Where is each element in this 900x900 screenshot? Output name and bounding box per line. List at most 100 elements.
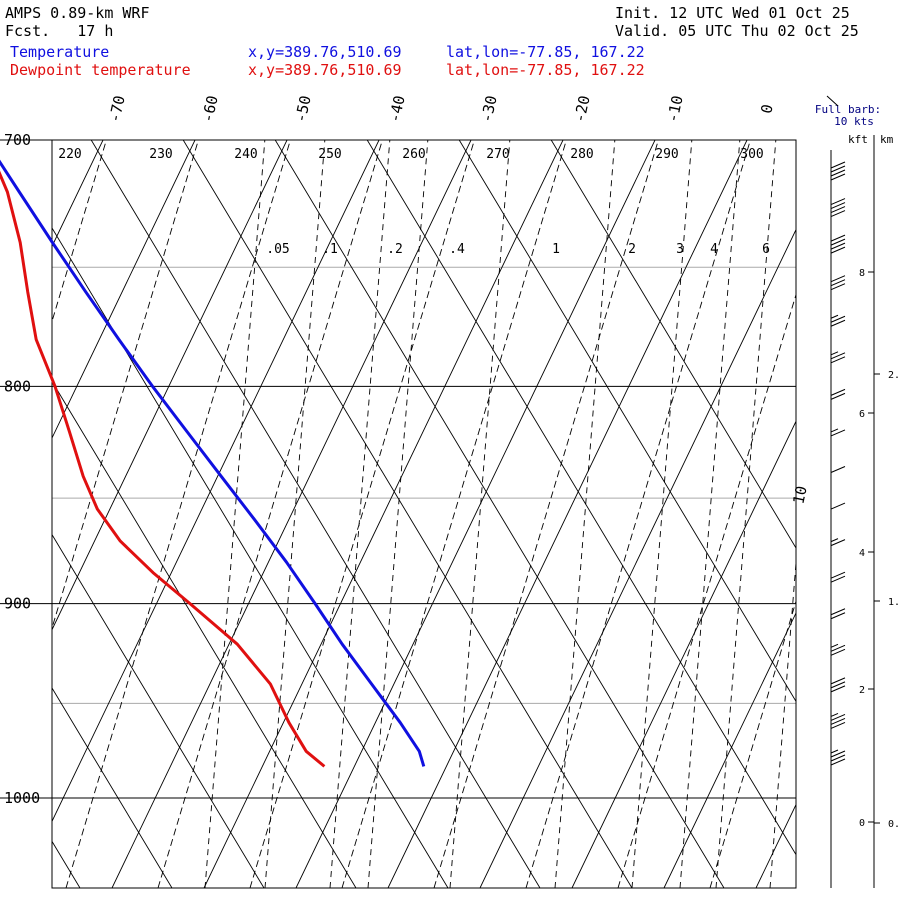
isotherm-line <box>52 227 449 888</box>
dry-adiabat-line <box>479 228 796 888</box>
dry-adiabat-line <box>52 140 288 631</box>
km-tick-label: 0. <box>888 819 900 830</box>
mixing-ratio-line <box>631 140 693 888</box>
moist-adiabat-line <box>433 140 659 888</box>
mixing-ratio-label: 3 <box>676 242 684 257</box>
pressure-label: 900 <box>4 595 31 613</box>
mixing-ratio-label: 4 <box>710 242 718 257</box>
isotherm-line <box>274 140 725 888</box>
legend-temperature: Temperature <box>10 43 110 61</box>
moist-adiabat-line <box>525 140 751 888</box>
wind-barb-flag <box>830 713 846 721</box>
wind-barb <box>830 371 846 400</box>
theta-label: 290 <box>655 147 678 162</box>
isotherm-label: -40 <box>385 94 408 124</box>
wind-barb-flag <box>830 608 846 616</box>
wind-barb <box>830 663 846 693</box>
isotherm-label: -60 <box>198 94 221 124</box>
wind-barb-flag <box>830 466 846 473</box>
mixing-ratio-line <box>264 140 326 888</box>
mixing-ratio-line <box>329 140 391 888</box>
wind-barb-flag <box>830 315 846 323</box>
isotherm-label: -70 <box>105 94 128 124</box>
wind-panel-title: 10 kts <box>834 115 874 128</box>
wind-barb <box>830 700 846 729</box>
dry-adiabat-line <box>755 803 796 888</box>
forecast-hour: Fcst. 17 h <box>5 22 114 40</box>
wind-barb-flag <box>830 392 846 400</box>
wind-barb-flag <box>830 750 846 758</box>
temp-latlon: lat,lon=-77.85, 167.22 <box>446 43 645 61</box>
wind-barb-half-flag <box>830 351 839 356</box>
dry-adiabat-line <box>52 140 380 823</box>
wind-barb-flag <box>830 502 846 510</box>
isotherm-label: 10 <box>789 484 810 505</box>
theta-label: 300 <box>740 147 763 162</box>
wind-barb-half-flag <box>830 538 839 543</box>
wind-barb-flag <box>830 238 846 246</box>
theta-label: 280 <box>570 147 593 162</box>
isotherm-label: -30 <box>477 94 500 124</box>
theta-label: 270 <box>486 147 509 162</box>
wind-barb-flag <box>830 721 846 729</box>
wind-barb <box>830 590 846 620</box>
moist-adiabat-line <box>52 140 199 630</box>
temperature-profile <box>0 159 426 767</box>
isotherm-label: -20 <box>570 94 593 124</box>
wind-barb <box>830 225 846 254</box>
dewpoint-profile <box>0 170 326 768</box>
mixing-ratio-line <box>449 140 511 888</box>
dry-adiabat-line <box>387 140 748 888</box>
wind-barb-flag <box>830 210 846 218</box>
mixing-ratio-label: 2 <box>628 242 636 257</box>
dew-xy: x,y=389.76,510.69 <box>248 61 402 79</box>
theta-label: 230 <box>149 147 172 162</box>
kft-axis-label: kft <box>848 133 868 146</box>
wind-barb-flag <box>830 575 846 583</box>
isotherm-label: -50 <box>291 94 314 124</box>
mixing-ratio-label: .2 <box>387 242 403 257</box>
wind-barb <box>830 517 846 547</box>
moist-adiabat-line <box>802 100 900 888</box>
mixing-ratio-line <box>554 140 616 888</box>
wind-barb-flag <box>830 677 846 685</box>
moist-adiabat-line <box>894 100 900 888</box>
isotherm-line <box>550 140 796 549</box>
dry-adiabat-line <box>52 140 104 248</box>
wind-barb-flag <box>830 279 846 287</box>
pressure-label: 800 <box>4 377 31 395</box>
wind-barb-flag <box>830 161 846 169</box>
wind-barb-half-flag <box>830 749 839 754</box>
wind-barb <box>830 737 846 766</box>
wind-barb-flag <box>830 429 846 437</box>
dry-adiabat-line <box>571 420 796 888</box>
kft-tick-label: 4 <box>859 548 865 559</box>
plot-area <box>52 100 900 888</box>
mixing-ratio-line <box>715 140 777 888</box>
isotherm-line <box>52 687 173 888</box>
mixing-ratio-label: .4 <box>449 242 465 257</box>
wind-barb <box>830 298 846 327</box>
isotherm-line <box>52 533 265 888</box>
mixing-ratio-label: 1 <box>552 242 560 257</box>
wind-barb-flag <box>830 648 846 656</box>
mixing-ratio-label: .05 <box>266 242 289 257</box>
wind-barb-flag <box>830 644 846 652</box>
moist-adiabat-line <box>52 140 107 323</box>
moist-adiabat-line <box>65 140 291 888</box>
wind-barb <box>830 334 846 364</box>
km-tick-label: 2. <box>888 370 900 381</box>
dry-adiabat-line <box>111 140 472 888</box>
isotherm-line <box>182 140 633 888</box>
wind-barb-flag <box>830 169 846 177</box>
wind-barb <box>830 152 846 181</box>
mixing-ratio-label: 6 <box>762 242 770 257</box>
init-time: Init. 12 UTC Wed 01 Oct 25 <box>615 4 850 22</box>
theta-label: 220 <box>58 147 81 162</box>
isotherm-line <box>366 140 796 856</box>
moist-adiabat-line <box>341 140 567 888</box>
dry-adiabat-line <box>52 140 196 440</box>
wind-barb-flag <box>830 356 846 364</box>
km-tick-label: 1. <box>888 597 900 608</box>
wind-barb-flag <box>830 202 846 210</box>
